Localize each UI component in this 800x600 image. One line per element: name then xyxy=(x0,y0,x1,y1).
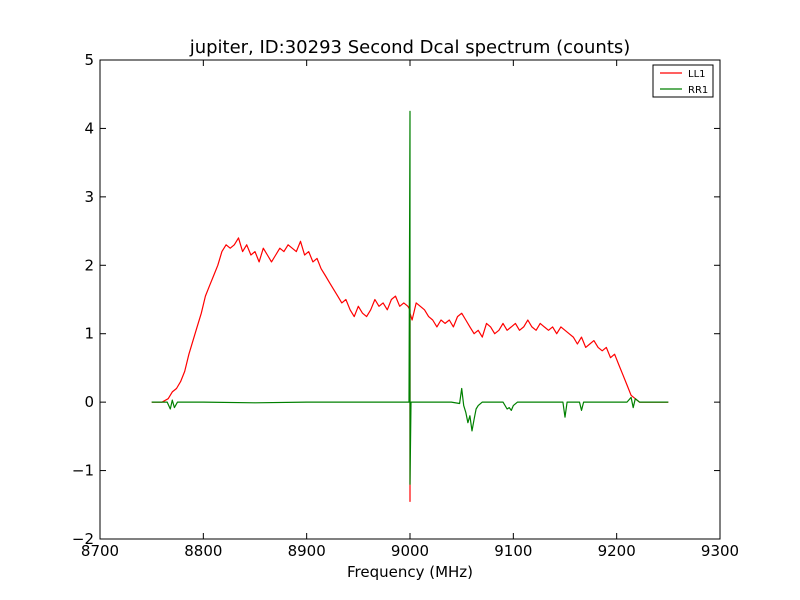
chart-title: jupiter, ID:30293 Second Dcal spectrum (… xyxy=(189,37,631,58)
legend-label-rr1: RR1 xyxy=(688,85,708,96)
legend: LL1 RR1 xyxy=(652,64,714,98)
series-layer xyxy=(151,110,669,502)
legend-label-ll1: LL1 xyxy=(688,69,706,80)
x-tick-label: 9000 xyxy=(391,542,429,560)
series-line-rr1 xyxy=(151,110,669,485)
y-tick-label: 3 xyxy=(84,188,94,206)
x-tick-label: 8800 xyxy=(184,542,222,560)
y-tick-label: 0 xyxy=(84,393,94,411)
legend-frame xyxy=(652,64,714,98)
y-tick-label: 5 xyxy=(84,51,94,69)
x-axis-label: Frequency (MHz) xyxy=(347,563,473,581)
plot-area-frame xyxy=(99,59,721,540)
x-tick-label: 8900 xyxy=(288,542,326,560)
x-tick-label: 9200 xyxy=(598,542,636,560)
x-tick-label: 9300 xyxy=(701,542,739,560)
y-tick-label: 1 xyxy=(84,325,94,343)
y-tick-label: 2 xyxy=(84,256,94,274)
x-tick-label: 8700 xyxy=(81,542,119,560)
ticks-layer: 8700 8800 8900 9000 9100 9200 9300 −2 −1 0 1 2 3 4 5 xyxy=(72,51,739,560)
y-tick-label: −2 xyxy=(72,530,94,548)
y-tick-label: 4 xyxy=(84,119,94,137)
y-tick-label: −1 xyxy=(72,462,94,480)
x-tick-label: 9100 xyxy=(494,542,532,560)
